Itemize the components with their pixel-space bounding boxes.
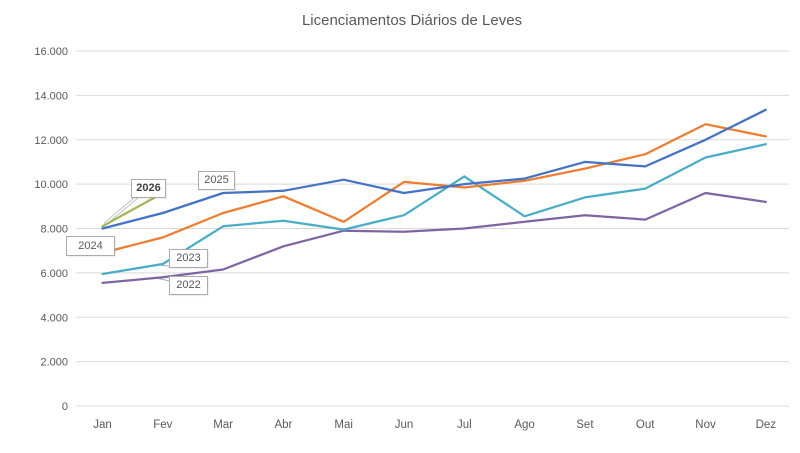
series-2026-line [101, 191, 164, 228]
y-tick-label: 4.000 [40, 312, 68, 324]
x-tick-label: Set [576, 419, 594, 431]
x-tick-label: Mai [334, 419, 353, 431]
x-tick-label: Mar [213, 419, 233, 431]
series-label-2024: 2024 [66, 236, 115, 256]
y-tick-label: 6.000 [40, 268, 68, 280]
series-label-2022: 2022 [169, 276, 208, 295]
y-tick-label: 10.000 [34, 179, 68, 191]
x-tick-label: Jun [395, 419, 414, 431]
series-label-2025: 2025 [198, 171, 235, 190]
x-tick-label: Fev [153, 419, 172, 431]
label-2026-leader-core [105, 196, 138, 224]
y-tick-label: 14.000 [34, 90, 68, 102]
y-tick-label: 2.000 [40, 357, 68, 369]
series-2024-line [101, 123, 767, 255]
x-tick-label: Ago [514, 419, 534, 431]
y-tick-label: 12.000 [34, 135, 68, 147]
series-label-2026: 2026 [131, 179, 166, 198]
x-tick-label: Dez [756, 419, 777, 431]
chart-title: Licenciamentos Diários de Leves [301, 12, 523, 29]
y-tick-label: 0 [62, 401, 68, 413]
series-2023-line [101, 143, 767, 276]
x-tick-label: Jan [93, 419, 112, 431]
x-tick-label: Abr [274, 419, 292, 431]
x-tick-label: Nov [695, 419, 716, 431]
series-2022-line [101, 191, 767, 285]
x-tick-label: Out [636, 419, 655, 431]
series-2025-line [101, 108, 767, 230]
series-label-2023: 2023 [169, 249, 208, 268]
x-tick-label: Jul [457, 419, 472, 431]
y-tick-label: 16.000 [34, 46, 68, 58]
y-tick-label: 8.000 [40, 224, 68, 236]
